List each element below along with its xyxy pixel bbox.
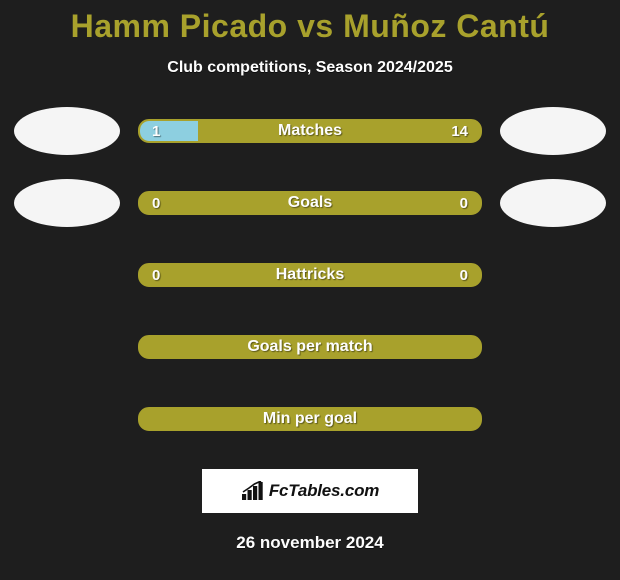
- stat-row: 00Goals: [14, 179, 606, 227]
- stat-row: 00Hattricks: [14, 251, 606, 299]
- player-right-avatar: [500, 179, 606, 227]
- stat-bar: 114Matches: [138, 119, 482, 143]
- avatar-spacer: [14, 251, 120, 299]
- avatar-spacer: [14, 323, 120, 371]
- chart-bars-icon: [241, 481, 265, 501]
- player-left-avatar: [14, 107, 120, 155]
- stat-label: Matches: [140, 122, 480, 140]
- page-subtitle: Club competitions, Season 2024/2025: [167, 59, 452, 77]
- stat-bar: Goals per match: [138, 335, 482, 359]
- brand-box: FcTables.com: [202, 469, 418, 513]
- player-right-avatar: [500, 107, 606, 155]
- stat-bar: 00Goals: [138, 191, 482, 215]
- stat-row: 114Matches: [14, 107, 606, 155]
- stat-label: Goals: [140, 194, 480, 212]
- stat-bar: 00Hattricks: [138, 263, 482, 287]
- avatar-spacer: [500, 395, 606, 443]
- stat-rows: 114Matches 00Goals 00Hattricks Goals per ma…: [14, 107, 606, 467]
- avatar-spacer: [500, 251, 606, 299]
- stat-row: Goals per match: [14, 323, 606, 371]
- avatar-spacer: [14, 395, 120, 443]
- stat-row: Min per goal: [14, 395, 606, 443]
- stat-bar: Min per goal: [138, 407, 482, 431]
- stat-label: Min per goal: [140, 410, 480, 428]
- player-left-avatar: [14, 179, 120, 227]
- brand-text: FcTables.com: [269, 481, 379, 501]
- comparison-infographic: Hamm Picado vs Muñoz Cantú Club competit…: [0, 0, 620, 553]
- avatar-spacer: [500, 323, 606, 371]
- page-title: Hamm Picado vs Muñoz Cantú: [71, 8, 550, 45]
- stat-label: Hattricks: [140, 266, 480, 284]
- date-line: 26 november 2024: [236, 533, 383, 553]
- stat-label: Goals per match: [140, 338, 480, 356]
